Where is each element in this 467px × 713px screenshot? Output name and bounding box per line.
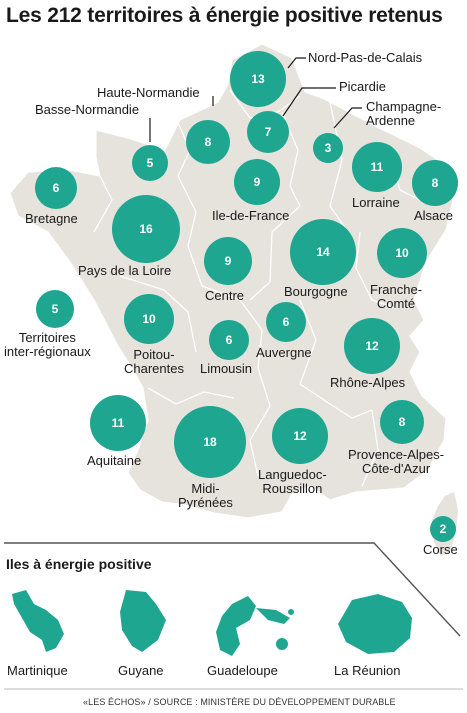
bubble-basse-normandie: 5	[132, 145, 168, 181]
guadeloupe-shape	[216, 596, 294, 656]
label-franche-comte: Franche- Comté	[370, 282, 423, 311]
bubble-lorraine: 11	[352, 142, 402, 192]
label-centre: Centre	[205, 288, 245, 303]
label-martinique: Martinique	[7, 663, 68, 678]
bubble-languedoc-roussillon: 12	[272, 408, 328, 464]
bubble-centre: 9	[204, 237, 252, 285]
label-rhone-alpes: Rhône-Alpes	[330, 375, 406, 390]
bubble-paca: 8	[380, 400, 424, 444]
region-borders	[93, 89, 421, 487]
bubble-auvergne: 6	[266, 302, 306, 342]
bubble-haute-normandie: 8	[186, 120, 230, 164]
bubble-rhone-alpes: 12	[344, 318, 400, 374]
label-alsace: Alsace	[414, 208, 454, 223]
callout-lines	[149, 57, 362, 142]
bubble-nord-pas-de-calais: 13	[230, 51, 286, 107]
islands-group	[12, 590, 412, 656]
source-credit: «LES ÉCHOS» / SOURCE : MINISTÈRE DU DÉVE…	[83, 697, 396, 707]
bubble-poitou-charentes: 10	[124, 294, 174, 344]
label-basse-normandie: Basse-Normandie	[35, 102, 140, 117]
label-lorraine: Lorraine	[352, 195, 400, 210]
bubble-champagne-ardenne: 3	[313, 133, 343, 163]
bubble-pays-de-la-loire: 16	[112, 195, 180, 263]
label-limousin: Limousin	[200, 361, 253, 376]
label-ile-de-france: Ile-de-France	[212, 208, 290, 223]
bubble-aquitaine: 11	[90, 395, 146, 451]
label-aquitaine: Aquitaine	[87, 453, 142, 468]
label-la-reunion: La Réunion	[334, 663, 401, 678]
bubble-bretagne: 6	[35, 167, 77, 209]
martinique-shape	[12, 590, 64, 652]
label-paca: Provence-Alpes- Côte-d'Azur	[348, 447, 445, 476]
islands-separator	[4, 542, 461, 637]
label-haute-normandie: Haute-Normandie	[97, 85, 200, 100]
label-champagne-ardenne: Champagne- Ardenne	[366, 99, 442, 128]
label-midi-pyrenees: Midi- Pyrénées	[178, 481, 233, 510]
guyane-shape	[120, 590, 166, 652]
label-corse: Corse	[423, 542, 458, 557]
label-nord-pas-de-calais: Nord-Pas-de-Calais	[308, 50, 423, 65]
la-reunion-shape	[338, 594, 412, 654]
label-poitou-charentes: Poitou- Charentes	[124, 347, 184, 376]
bubble-midi-pyrenees: 18	[174, 406, 246, 478]
bubble-bourgogne: 14	[290, 219, 356, 285]
label-languedoc-roussillon: Languedoc- Roussillon	[258, 467, 327, 496]
bubble-corse: 2	[430, 516, 456, 542]
bubble-alsace: 8	[412, 160, 458, 206]
bubble-franche-comte: 10	[377, 228, 427, 278]
label-bretagne: Bretagne	[25, 211, 78, 226]
label-inter-regionaux: Territoires inter-régionaux	[4, 330, 91, 359]
label-guyane: Guyane	[118, 663, 164, 678]
label-bourgogne: Bourgogne	[284, 284, 348, 299]
bubble-inter-regionaux: 5	[36, 290, 74, 328]
bubble-ile-de-france: 9	[234, 159, 280, 205]
islands-title: Iles à énergie positive	[6, 556, 152, 572]
bubble-limousin: 6	[209, 320, 249, 360]
label-pays-de-la-loire: Pays de la Loire	[78, 263, 172, 278]
label-picardie: Picardie	[339, 79, 386, 94]
map-title: Les 212 territoires à énergie positive r…	[6, 4, 443, 27]
bubble-picardie: 7	[247, 111, 289, 153]
label-guadeloupe: Guadeloupe	[207, 663, 278, 678]
label-auvergne: Auvergne	[256, 345, 312, 360]
